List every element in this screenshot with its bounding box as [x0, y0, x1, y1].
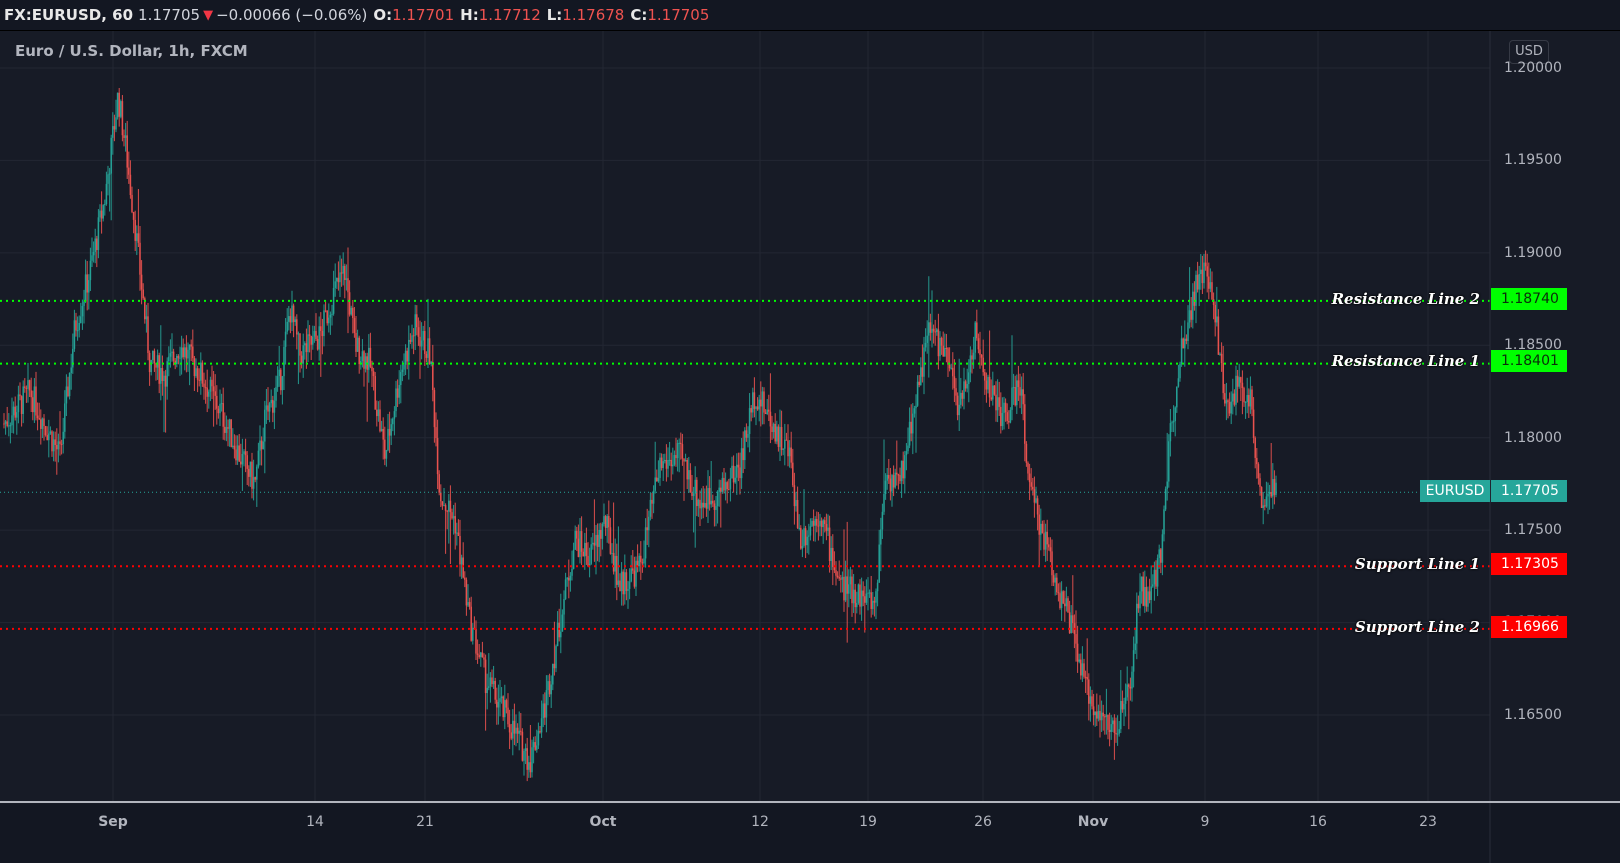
- symbol-header: FX:EURUSD, 60 1.17705 ▼ −0.00066 (−0.06%…: [0, 0, 1620, 31]
- open-value: 1.17701: [392, 6, 455, 24]
- time-label: 26: [974, 814, 992, 830]
- time-label: 16: [1309, 814, 1327, 830]
- time-label: 12: [751, 814, 769, 830]
- time-label: 21: [416, 814, 434, 830]
- time-label: Sep: [98, 814, 128, 830]
- down-arrow-icon: ▼: [203, 7, 214, 23]
- time-label: Oct: [589, 814, 617, 830]
- time-label: 23: [1419, 814, 1437, 830]
- resistance-line-2-price-tag: 1.18740: [1491, 288, 1567, 310]
- high-key: H:: [460, 6, 479, 24]
- support-line-2-label[interactable]: Support Line 2: [1354, 618, 1480, 636]
- price-tick: 1.18500: [1504, 337, 1562, 353]
- symbol-interval[interactable]: FX:EURUSD, 60: [4, 6, 134, 24]
- resistance-line-2-label[interactable]: Resistance Line 2: [1331, 290, 1480, 308]
- high-value: 1.17712: [478, 6, 541, 24]
- price-tick: 1.18000: [1504, 430, 1562, 446]
- resistance-line-1-label[interactable]: Resistance Line 1: [1331, 352, 1480, 370]
- support-line-2-price-tag: 1.16966: [1491, 616, 1567, 638]
- chart-legend-title: Euro / U.S. Dollar, 1h, FXCM: [15, 42, 248, 60]
- open-key: O:: [373, 6, 393, 24]
- time-label: 14: [306, 814, 324, 830]
- price-tick: 1.19500: [1504, 152, 1562, 168]
- resistance-line-1-price-tag: 1.18401: [1491, 350, 1567, 372]
- price-tick: 1.20000: [1504, 60, 1562, 76]
- currency-button[interactable]: USD: [1509, 40, 1549, 64]
- candles: [3, 87, 1277, 782]
- price-tick: 1.16500: [1504, 707, 1562, 723]
- low-value: 1.17678: [562, 6, 625, 24]
- price-tick: 1.19000: [1504, 245, 1562, 261]
- time-label: Nov: [1077, 814, 1109, 830]
- last-price: 1.17705: [138, 6, 201, 24]
- time-label: 19: [859, 814, 877, 830]
- horizontal-levels[interactable]: [0, 299, 1490, 630]
- price-tick: 1.17500: [1504, 522, 1562, 538]
- close-key: C:: [630, 6, 648, 24]
- time-label: 9: [1200, 814, 1210, 830]
- close-value: 1.17705: [647, 6, 710, 24]
- current-symbol-tag: EURUSD: [1420, 480, 1490, 502]
- support-line-1-label[interactable]: Support Line 1: [1354, 555, 1480, 573]
- price-change: −0.00066 (−0.06%): [216, 6, 368, 24]
- low-key: L:: [546, 6, 563, 24]
- support-line-1-price-tag: 1.17305: [1491, 553, 1567, 575]
- current-price-tag: 1.17705: [1491, 480, 1567, 502]
